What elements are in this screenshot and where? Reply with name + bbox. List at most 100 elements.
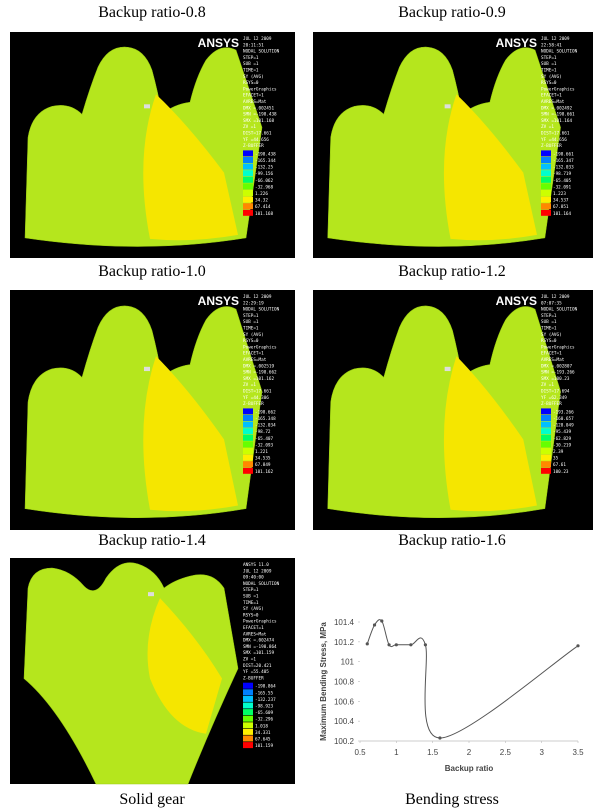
caption: Backup ratio-0.8 — [98, 4, 206, 21]
info-line: RSYS=0 — [541, 338, 557, 344]
point — [576, 644, 579, 647]
legend-swatch — [243, 468, 253, 474]
info-line: NODAL SOLUTION — [541, 49, 578, 55]
legend-swatch — [541, 203, 551, 209]
info-line: STEP=1 — [541, 55, 557, 61]
series-line — [367, 620, 578, 738]
legend-swatch — [243, 722, 253, 728]
legend-swatch — [541, 183, 551, 189]
info-line: ZV =1 — [243, 657, 256, 663]
info-line: Z-BUFFER — [243, 401, 264, 407]
info-line: RSYS=0 — [541, 80, 557, 86]
info-line: JUL 12 2009 — [541, 294, 570, 300]
legend-swatch — [243, 210, 253, 216]
legend-label: -132.034 — [255, 423, 276, 429]
legend-swatch — [243, 441, 253, 447]
caption: Solid gear — [119, 791, 185, 808]
info-line: 09:40:00 — [243, 575, 264, 581]
info-line: NODAL SOLUTION — [243, 581, 280, 587]
info-line: SUB =1 — [541, 319, 557, 325]
info-line: TIME=1 — [541, 68, 557, 74]
info-line: ZV =1 — [243, 382, 256, 388]
legend-swatch — [541, 461, 551, 467]
legend-label: -65.405 — [553, 178, 572, 184]
info-line: SMN =-198.864 — [243, 644, 277, 650]
info-line: SUB =1 — [243, 594, 259, 600]
legend-label: 34.32 — [255, 198, 268, 204]
info-line: SMX =101.162 — [243, 376, 274, 382]
caption: Backup ratio-1.0 — [98, 263, 206, 280]
legend-swatch — [243, 415, 253, 421]
legend-label: -165.347 — [553, 158, 574, 164]
legend-label: -32.296 — [255, 717, 274, 723]
info-line: AVRES=Mat — [541, 99, 565, 105]
info-line: JUL 12 2009 — [541, 36, 570, 42]
info-line: TIME=1 — [243, 600, 259, 606]
info-line: Z-BUFFER — [243, 675, 264, 681]
caption: Backup ratio-1.2 — [398, 263, 506, 280]
info-line: ZV =1 — [243, 124, 256, 130]
info-line: SMX =100.23 — [541, 376, 570, 382]
info-line: Z-BUFFER — [541, 143, 562, 149]
info-line: SY (AVG) — [243, 74, 264, 80]
ansys-logo: ANSYS — [496, 36, 537, 50]
ansys-logo: ANSYS — [496, 294, 537, 308]
legend-label: 35 — [553, 456, 559, 462]
caption: Backup ratio-1.4 — [98, 532, 206, 549]
info-line: SMN =-198.662 — [243, 370, 277, 376]
legend-label: -32.093 — [255, 442, 274, 448]
info-line: SMN =-198.438 — [243, 112, 277, 118]
x-tick-label: 3.5 — [572, 748, 584, 757]
info-line: AVRES=Mat — [243, 631, 267, 637]
legend-label: 1.226 — [255, 191, 268, 197]
legend-label: 101.164 — [553, 211, 572, 217]
legend-swatch — [243, 696, 253, 702]
legend-label: 34.535 — [255, 456, 271, 462]
legend-label: 101.162 — [255, 469, 274, 475]
info-line: DIST=17.694 — [541, 389, 570, 395]
info-line: SY (AVG) — [243, 332, 264, 338]
legend-swatch — [243, 689, 253, 695]
legend-swatch — [243, 190, 253, 196]
info-line: DMX =.002519 — [243, 363, 274, 369]
caption: Backup ratio-0.9 — [398, 4, 506, 21]
info-line: EFACET=1 — [243, 351, 264, 357]
y-tick-label: 101.4 — [334, 618, 355, 627]
legend-swatch — [541, 408, 551, 414]
legend-swatch — [243, 435, 253, 441]
info-line: YF =44.656 — [243, 137, 269, 143]
info-line: SUB =1 — [541, 61, 557, 67]
point — [395, 643, 398, 646]
caption: Bending stress — [405, 791, 499, 808]
info-line: SMN =-193.266 — [541, 370, 575, 376]
legend-label: -65.609 — [255, 710, 274, 716]
caption: Backup ratio-1.6 — [398, 532, 506, 549]
legend-swatch — [541, 170, 551, 176]
info-line: PowerGraphics — [243, 86, 277, 92]
info-line: SY (AVG) — [243, 606, 264, 612]
point — [380, 619, 383, 622]
figure: Backup ratio-0.8 Backup ratio-0.9 Backup… — [0, 0, 601, 811]
info-line: TIME=1 — [243, 326, 259, 332]
info-line: SUB =1 — [243, 61, 259, 67]
legend-label: -128.049 — [553, 423, 574, 429]
info-line: DMX =.002474 — [243, 638, 274, 644]
legend-label: 1.223 — [553, 191, 566, 197]
node-marker — [148, 592, 154, 596]
legend-swatch — [243, 736, 253, 742]
legend-swatch — [541, 150, 551, 156]
info-line: TIME=1 — [243, 68, 259, 74]
info-line: TIME=1 — [541, 326, 557, 332]
info-line: SMX =101.164 — [541, 118, 572, 124]
y-tick-label: 101.2 — [334, 638, 355, 647]
point — [438, 736, 441, 739]
y-tick-label: 101 — [341, 658, 355, 667]
info-line: PowerGraphics — [243, 619, 277, 625]
info-line: RSYS=0 — [243, 338, 259, 344]
legend-label: -132.25 — [255, 165, 274, 171]
legend-swatch — [541, 177, 551, 183]
legend-label: -198.438 — [255, 151, 276, 157]
legend-swatch — [243, 183, 253, 189]
legend-swatch — [243, 422, 253, 428]
